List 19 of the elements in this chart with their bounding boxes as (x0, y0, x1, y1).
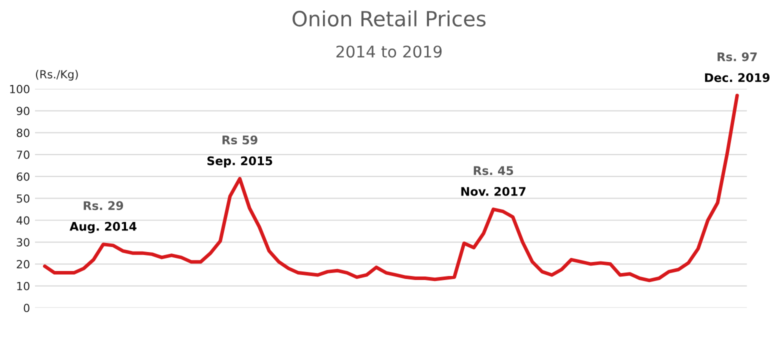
annotation: Rs. 45 Nov. 2017 (461, 166, 526, 196)
annotation: Rs 59 Sep. 2015 (207, 136, 272, 168)
y-tick-label: 20 (16, 260, 30, 268)
annotation: Rs. 97 Dec. 2019 (705, 52, 770, 82)
chart-subtitle: 2014 to 2019 (336, 46, 442, 58)
y-tick-label: 10 (17, 282, 30, 290)
y-tick-label: 70 (16, 150, 30, 159)
y-tick-label: 90 (16, 106, 30, 116)
y-tick-label: 0 (24, 304, 30, 312)
annotation: Rs. 29 Aug. 2014 (70, 201, 136, 234)
y-tick-label: 40 (16, 216, 30, 225)
y-tick-label: 50 (16, 194, 30, 203)
y-tick-label: 30 (16, 238, 30, 247)
y-tick-label: 100 (10, 84, 30, 94)
y-tick-label: 60 (16, 172, 30, 181)
chart-title: Onion Retail Prices (292, 10, 486, 27)
y-tick-label: 80 (16, 128, 30, 138)
line-series (43, 94, 739, 282)
y-axis-title: (Rs./Kg) (36, 70, 78, 81)
